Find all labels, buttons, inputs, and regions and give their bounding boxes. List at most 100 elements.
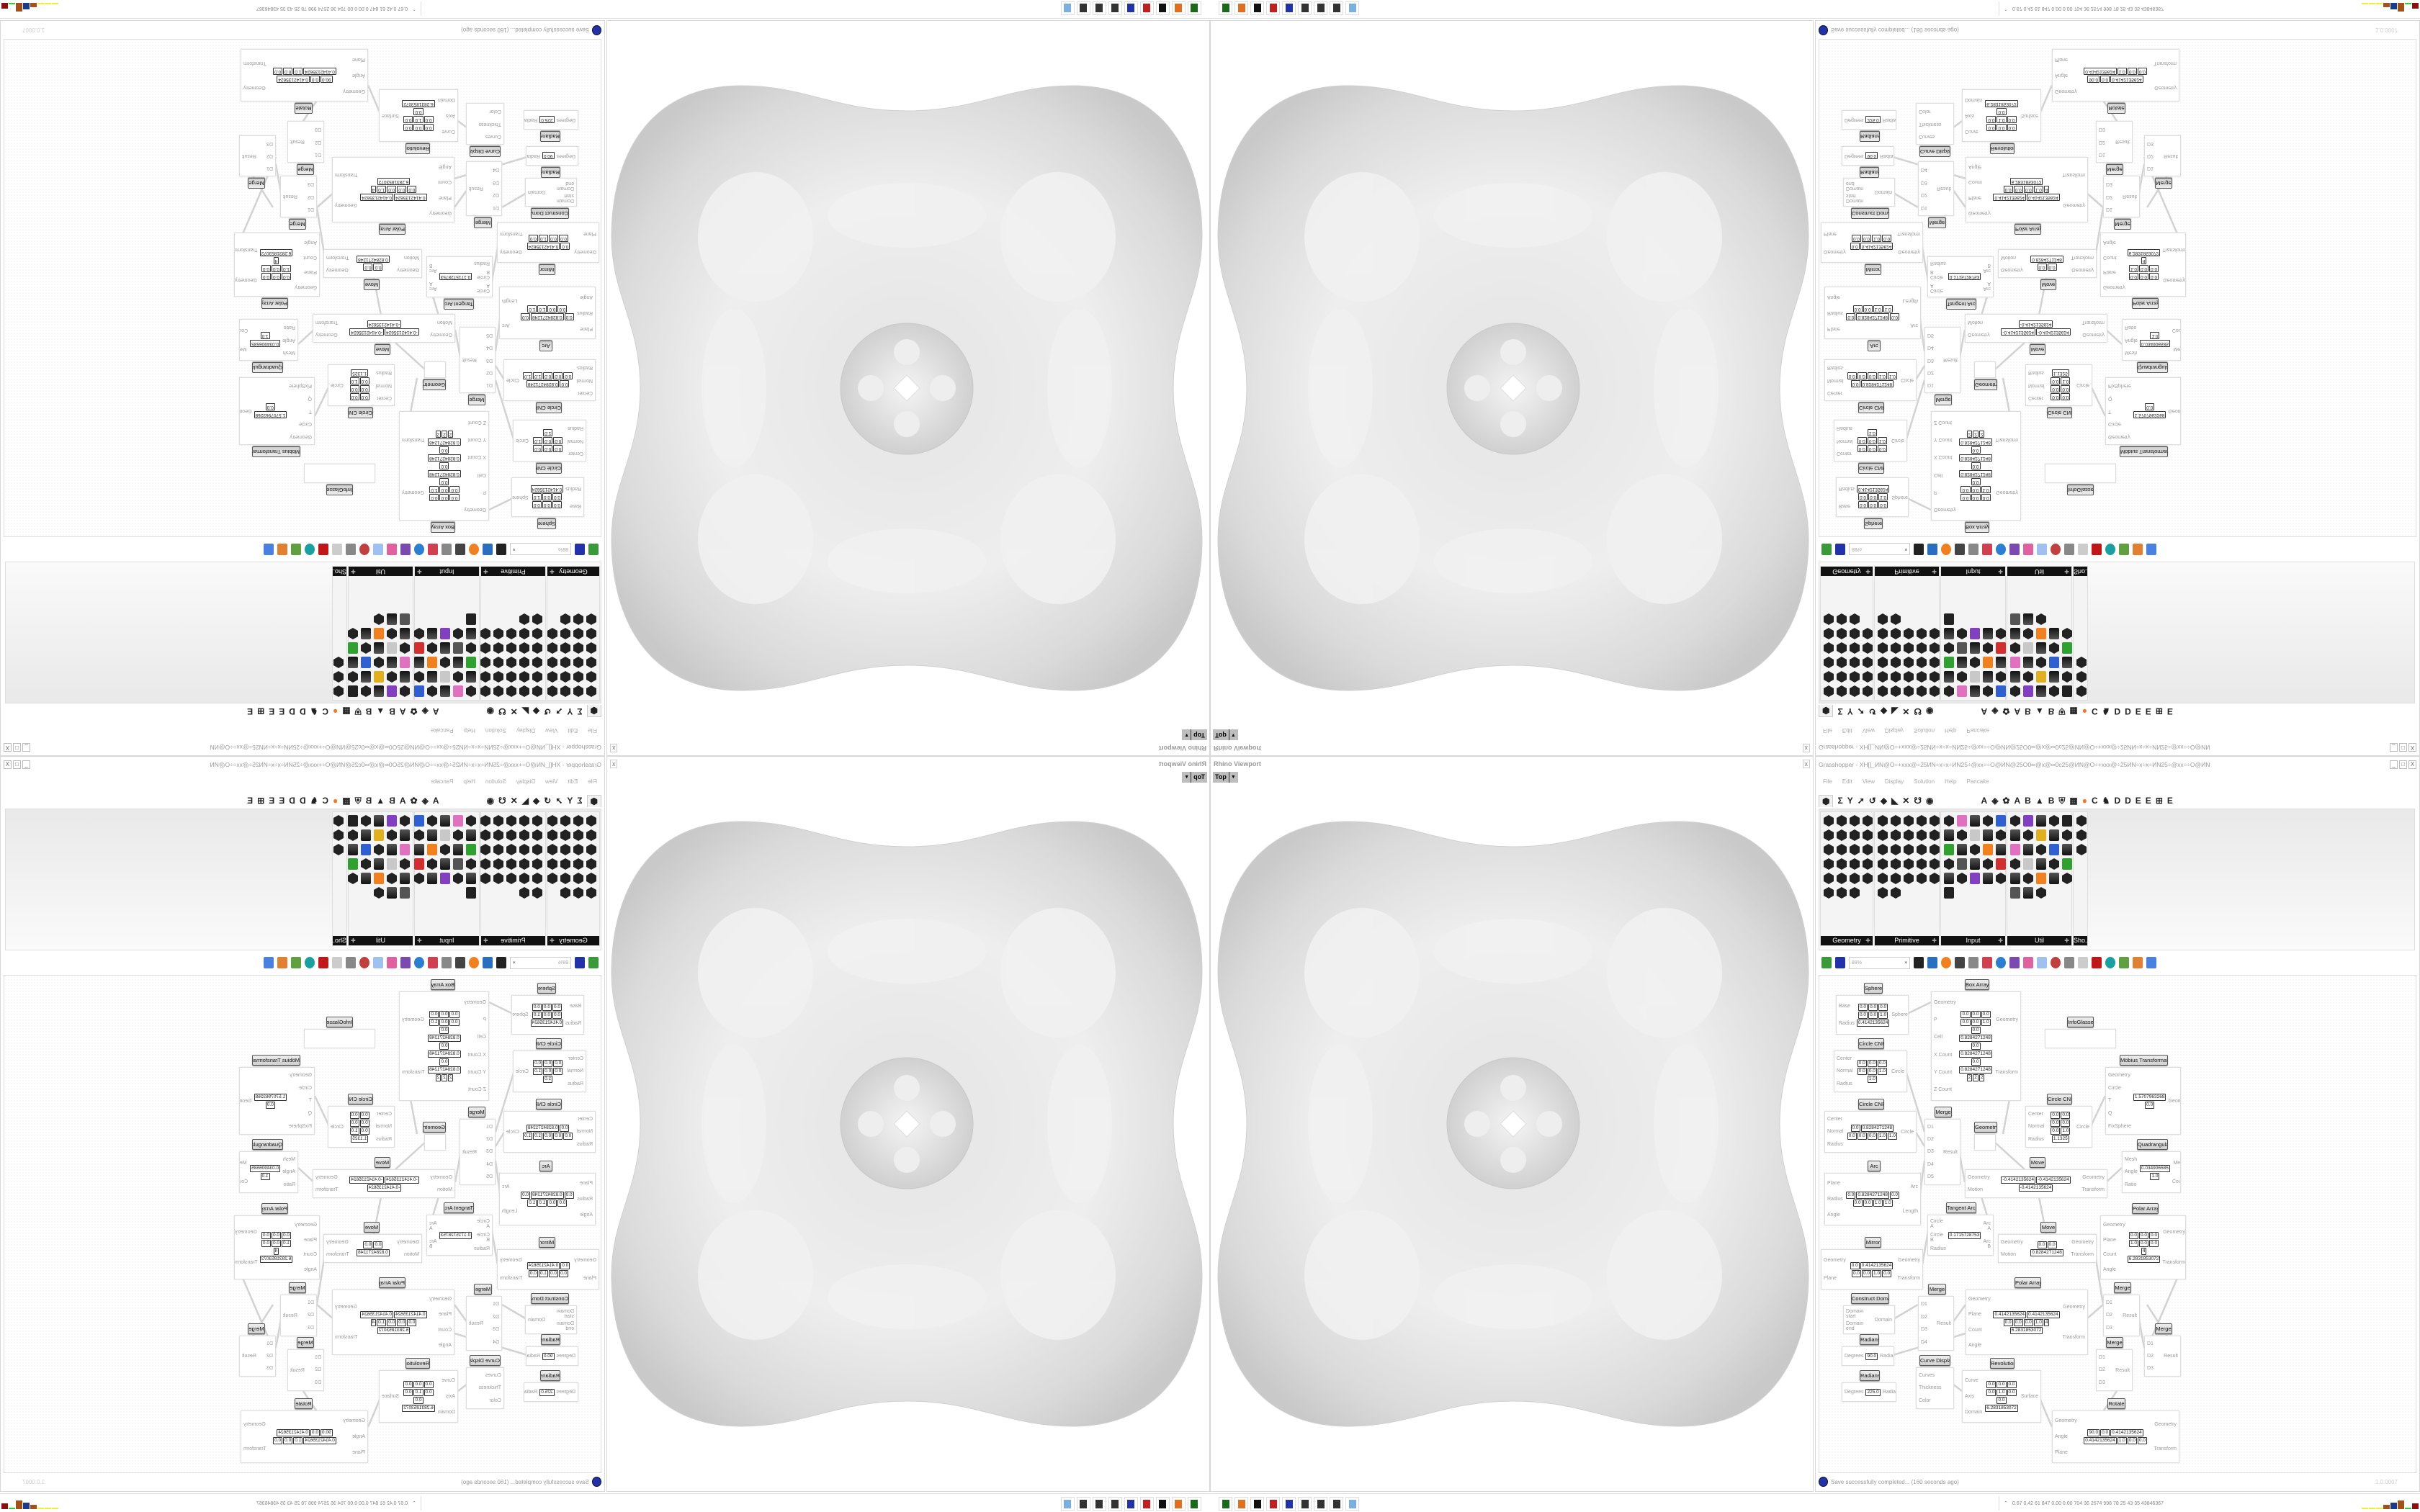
menu-item[interactable]: Pancake (1966, 778, 1989, 785)
component-icon[interactable] (333, 815, 344, 827)
toolbar-tool-icon[interactable] (2092, 544, 2102, 555)
input-port[interactable]: D1 (2147, 166, 2154, 171)
component[interactable]: D1 D2 D3 Result (239, 1336, 276, 1377)
component-title[interactable]: Circle CNR (1858, 1038, 1884, 1049)
tab[interactable]: ✿ (410, 706, 418, 716)
value-field[interactable]: 1.0 (1873, 1200, 1883, 1207)
value-field[interactable]: 0.0 (1868, 1003, 1878, 1011)
input-port[interactable]: Count (303, 254, 317, 260)
value-field[interactable]: 1.0 (533, 1068, 543, 1075)
toolbar-tool-icon[interactable] (2146, 544, 2156, 555)
output-port[interactable]: Transform (2081, 1187, 2105, 1192)
component-icon[interactable] (1930, 685, 1940, 697)
tab[interactable]: E (247, 796, 254, 806)
input-port[interactable]: Domain (437, 1410, 455, 1416)
value-field[interactable]: 1.0 (282, 265, 292, 272)
output-port[interactable]: Geometry (2071, 267, 2094, 272)
value-field[interactable]: 0.0 (439, 1019, 449, 1026)
output-port[interactable]: Result (283, 194, 297, 199)
input-port[interactable]: Motion (2001, 255, 2017, 260)
component[interactable]: Geometry Plane Count Angle 0.4142135624 0.414… (1966, 1290, 2088, 1355)
input-port[interactable]: Thickness (1919, 1385, 1942, 1391)
component[interactable]: Center Normal Radius 0.0 0.8284271248 0.0 0.0 0… (503, 359, 596, 401)
input-port[interactable]: Radius (1930, 260, 1946, 266)
component-icon[interactable] (1996, 628, 2006, 639)
input-port[interactable]: Center (1827, 1117, 1843, 1122)
component-icon[interactable] (2036, 873, 2046, 884)
tab[interactable]: Y (567, 706, 573, 716)
input-port[interactable]: D3 (308, 181, 314, 187)
component-icon[interactable] (1944, 815, 1954, 827)
tab[interactable]: ◈ (421, 706, 429, 716)
tab[interactable]: ● (333, 706, 339, 716)
input-port[interactable]: Radius (376, 1136, 392, 1142)
component-title[interactable]: Polar Array (379, 224, 405, 235)
value-field[interactable]: 1.0 (532, 1011, 542, 1019)
tab[interactable]: E (2166, 706, 2173, 716)
value-field[interactable]: -0.4142135624 (349, 1176, 384, 1184)
output-port[interactable]: Transform (1897, 1276, 1920, 1281)
input-port[interactable]: Geometry (290, 1073, 312, 1079)
output-port[interactable]: Result (290, 1367, 305, 1373)
toolbar-tool-icon[interactable] (1982, 544, 1992, 555)
value-field[interactable]: 0.4142135624 (2027, 1310, 2060, 1318)
value-field[interactable]: 0.0 (542, 501, 552, 509)
value-field[interactable]: 0.0 (397, 186, 407, 194)
input-port[interactable]: Plane (439, 194, 452, 200)
component-icon[interactable] (2036, 858, 2046, 870)
component-icon[interactable] (1917, 642, 1927, 654)
component-icon[interactable] (1957, 858, 1967, 870)
value-field[interactable]: 0.0 (429, 494, 439, 501)
input-port[interactable]: Count (438, 1327, 452, 1333)
menu-item[interactable]: Pancake (431, 778, 454, 785)
component-icon[interactable] (1850, 628, 1860, 639)
menu-item[interactable]: View (1862, 778, 1875, 785)
value-field[interactable]: 0.8284271248 (428, 438, 461, 446)
input-port[interactable]: Radius (474, 1246, 490, 1252)
value-field[interactable]: 0.0 (1882, 1269, 1892, 1277)
component-icon[interactable] (1863, 685, 1873, 697)
value-field[interactable]: 0.0 (1996, 1397, 2007, 1404)
input-port[interactable]: D1 (308, 206, 314, 212)
component-icon[interactable] (1983, 815, 1993, 827)
value-field[interactable]: 0.0 (2128, 1232, 2138, 1239)
component[interactable] (304, 1029, 375, 1048)
tab[interactable]: ◈ (421, 796, 429, 806)
component-icon[interactable] (1996, 844, 2006, 855)
component-icon[interactable] (2062, 642, 2072, 654)
component-title[interactable]: Sphere (537, 518, 556, 529)
floppy-64-icon[interactable] (1282, 1497, 1296, 1511)
component-icon[interactable] (440, 873, 450, 884)
component[interactable]: Domain start Domain end Domain (1843, 1305, 1895, 1334)
input-port[interactable]: Q (308, 395, 312, 401)
input-port[interactable]: D3 (2147, 1366, 2154, 1371)
input-port[interactable]: Geometry (464, 507, 486, 513)
value-field[interactable]: 0.0 (310, 1429, 320, 1436)
output-port[interactable]: Geometry (2063, 202, 2085, 208)
component-title[interactable]: Move (2040, 279, 2056, 290)
component-icon[interactable] (374, 844, 384, 855)
component-title[interactable]: Merge (1928, 217, 1946, 228)
output-port[interactable]: Surface (382, 1394, 400, 1399)
component-icon[interactable] (480, 628, 490, 639)
component-icon[interactable] (1957, 815, 1967, 827)
viewport-close-button[interactable]: x (1802, 744, 1810, 752)
collapse-icon[interactable]: ⌃ (2004, 1501, 2008, 1506)
input-port[interactable]: D2 (1921, 192, 1927, 198)
input-port[interactable]: Y Count (1934, 437, 1953, 443)
component-icon[interactable] (453, 829, 463, 841)
menu-item[interactable]: File (1823, 727, 1832, 734)
toolbar-tool-icon[interactable] (2105, 957, 2115, 968)
component-title[interactable]: Polar Array (2132, 298, 2159, 309)
component-icon[interactable] (1930, 858, 1940, 870)
component-icon[interactable] (2010, 628, 2020, 639)
component-title[interactable]: Radians (1860, 1334, 1879, 1345)
settings-icon[interactable] (1140, 1, 1154, 15)
component-icon[interactable] (2049, 815, 2059, 827)
value-field[interactable]: 1.0 (543, 1076, 553, 1083)
input-port[interactable]: Plane (1827, 1180, 1840, 1186)
component-icon[interactable] (2076, 671, 2087, 683)
firefox-icon[interactable] (1172, 1, 1186, 15)
input-port[interactable]: Angle (282, 337, 295, 343)
component-icon[interactable] (466, 657, 476, 668)
